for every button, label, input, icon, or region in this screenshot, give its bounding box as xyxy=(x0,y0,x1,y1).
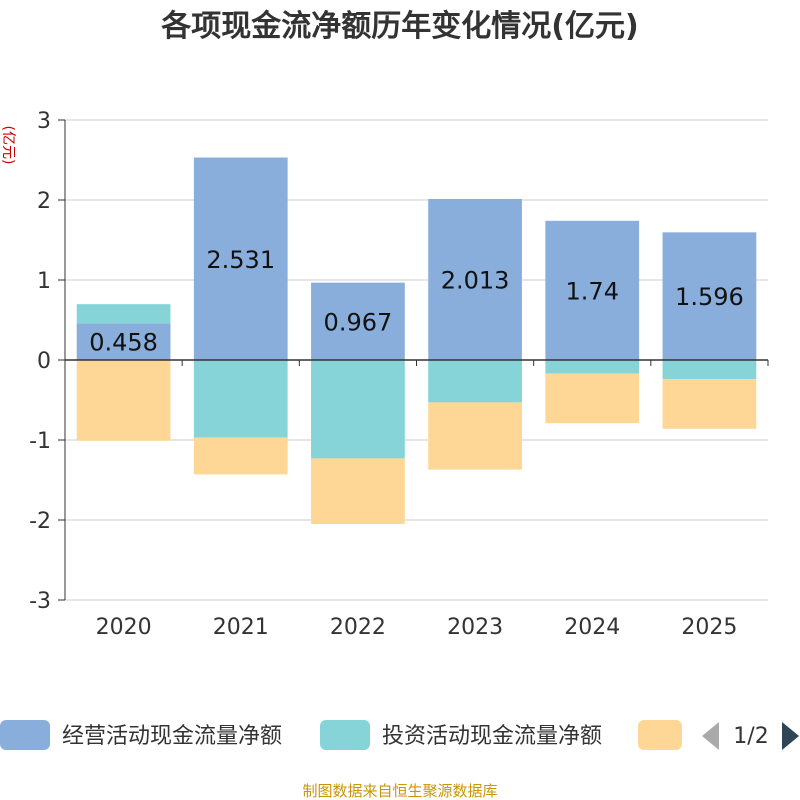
data-label: 2.531 xyxy=(206,246,275,274)
data-label: 2.013 xyxy=(441,266,510,294)
legend-next-page-icon[interactable] xyxy=(782,722,799,750)
legend: 经营活动现金流量净额 投资活动现金流量净额 1/2 xyxy=(0,720,799,750)
legend-swatch-operating xyxy=(0,720,50,750)
legend-prev-page-icon[interactable] xyxy=(702,722,719,750)
y-tick-label: 3 xyxy=(37,109,51,134)
bar-series2-2024 xyxy=(545,373,640,424)
x-tick-label: 2022 xyxy=(330,615,386,640)
legend-item-financing[interactable] xyxy=(638,720,682,750)
legend-page-indicator: 1/2 xyxy=(733,724,768,749)
legend-swatch-financing xyxy=(638,720,682,750)
bar-series2-2022 xyxy=(311,458,405,524)
y-tick-label: 2 xyxy=(37,189,51,214)
data-label: 0.458 xyxy=(89,329,158,357)
y-axis-unit: (亿元) xyxy=(0,126,16,165)
bar-series1-2021 xyxy=(193,360,288,438)
y-tick-label: 1 xyxy=(37,269,51,294)
y-tick-label: -1 xyxy=(29,429,51,454)
bar-series0-2025 xyxy=(662,232,757,360)
x-tick-label: 2023 xyxy=(447,615,503,640)
data-source-footer: 制图数据来自恒生聚源数据库 xyxy=(302,782,497,800)
grid-lines xyxy=(65,119,768,601)
bar-series0-2022 xyxy=(311,282,405,360)
axes: 3 2 1 0 -1 -2 -3 2020 2021 2022 2023 2024 2025 xyxy=(29,109,769,640)
data-label: 0.967 xyxy=(324,308,393,336)
bar-series1-2025 xyxy=(662,360,757,380)
y-tick-label: -3 xyxy=(29,589,51,614)
bar-series2-2021 xyxy=(193,437,288,475)
bar-series2-2020 xyxy=(76,360,171,441)
bar-series0-2021 xyxy=(193,157,288,360)
chart-title: 各项现金流净额历年变化情况(亿元) xyxy=(160,9,638,44)
data-label: 1.596 xyxy=(675,283,744,311)
legend-swatch-investing xyxy=(320,720,370,750)
legend-item-operating[interactable]: 经营活动现金流量净额 xyxy=(0,720,282,750)
bar-series1-2020 xyxy=(76,304,171,324)
data-labels: 0.458 2.531 0.967 2.013 1.74 1.596 xyxy=(89,246,744,357)
bar-series0-2023 xyxy=(428,198,522,360)
y-tick-label: 0 xyxy=(37,349,51,374)
bar-series1-2023 xyxy=(428,360,522,403)
legend-item-investing[interactable]: 投资活动现金流量净额 xyxy=(320,720,602,750)
x-tick-label: 2024 xyxy=(564,615,620,640)
x-tick-label: 2025 xyxy=(681,615,737,640)
data-label: 1.74 xyxy=(566,277,619,305)
legend-label-operating: 经营活动现金流量净额 xyxy=(62,724,282,749)
bar-series2-2025 xyxy=(662,379,757,429)
bar-series0-2024 xyxy=(545,220,640,360)
bar-series1-2024 xyxy=(545,360,640,374)
x-tick-label: 2020 xyxy=(96,615,152,640)
y-tick-label: -2 xyxy=(29,509,51,534)
legend-label-investing: 投资活动现金流量净额 xyxy=(382,724,602,749)
bars xyxy=(76,157,757,524)
x-tick-label: 2021 xyxy=(213,615,269,640)
bar-series1-2022 xyxy=(311,360,405,459)
bar-series2-2023 xyxy=(428,402,522,470)
bar-series0-2020 xyxy=(76,323,171,360)
